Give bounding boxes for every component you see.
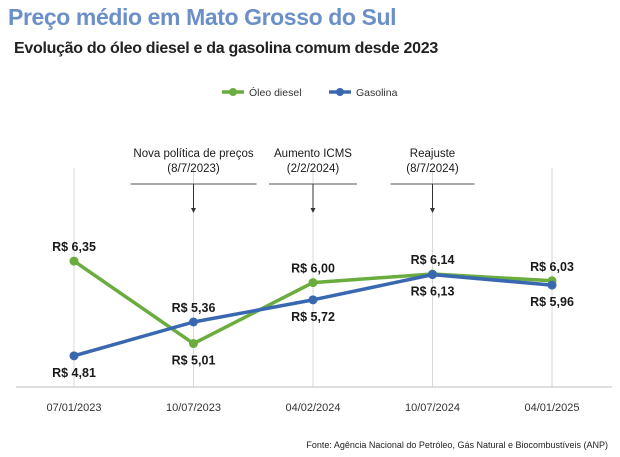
- data-label: R$ 6,00: [291, 262, 335, 276]
- annotation-date: (2/2/2024): [287, 163, 340, 175]
- data-point: [69, 256, 79, 266]
- legend-label: Óleo diesel: [249, 86, 302, 99]
- data-point: [308, 295, 318, 305]
- annotation-arrowhead: [191, 208, 196, 213]
- data-point: [308, 278, 318, 288]
- data-label: R$ 5,36: [172, 301, 216, 315]
- legend-marker: [336, 88, 344, 96]
- data-point: [189, 317, 198, 327]
- data-point: [69, 351, 79, 361]
- data-point: [547, 280, 557, 290]
- legend-label: Gasolina: [356, 87, 398, 99]
- data-label: R$ 5,96: [530, 295, 574, 309]
- annotation-date: (8/7/2023): [167, 163, 220, 175]
- data-point: [189, 339, 198, 349]
- data-label: R$ 6,14: [411, 253, 455, 267]
- data-label: R$ 6,35: [52, 240, 96, 254]
- annotation-label: Nova política de preços: [133, 148, 253, 160]
- chart-subtitle: Evolução do óleo diesel e da gasolina co…: [14, 40, 438, 57]
- annotation-arrowhead: [310, 208, 316, 213]
- x-tick-label: 07/01/2023: [46, 402, 101, 414]
- data-label: R$ 4,81: [52, 366, 96, 380]
- annotation-label: Aumento ICMS: [274, 148, 352, 160]
- annotation-label: Reajuste: [410, 148, 455, 160]
- source-note: Fonte: Agência Nacional do Petróleo, Gás…: [306, 440, 608, 450]
- annotation-date: (8/7/2024): [406, 163, 459, 175]
- x-tick-label: 10/07/2023: [166, 402, 221, 414]
- data-point: [428, 270, 437, 280]
- x-tick-label: 10/07/2024: [405, 402, 460, 414]
- data-label: R$ 5,01: [172, 354, 216, 368]
- data-label: R$ 6,03: [530, 260, 574, 274]
- x-tick-label: 04/01/2025: [524, 402, 579, 414]
- x-tick-label: 04/02/2024: [285, 402, 340, 414]
- data-label: R$ 6,13: [411, 285, 455, 299]
- annotation-arrowhead: [430, 208, 435, 213]
- data-label: R$ 5,72: [291, 310, 335, 324]
- chart-title: Preço médio em Mato Grosso do Sul: [8, 4, 397, 30]
- legend-marker: [229, 88, 237, 96]
